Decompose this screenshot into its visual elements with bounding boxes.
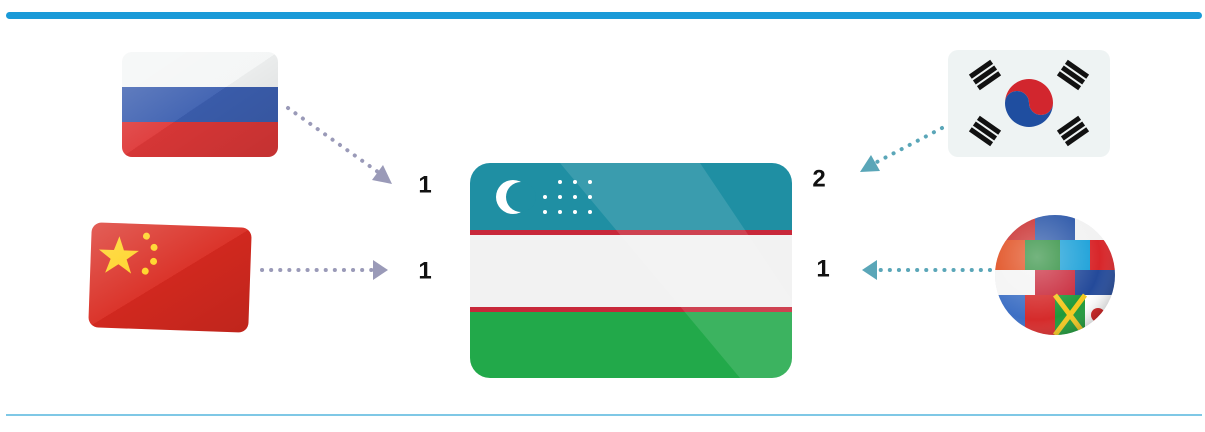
arrow-globe (862, 260, 990, 280)
china-flag (88, 222, 252, 333)
diagram: 1 1 2 1 (0, 0, 1205, 432)
arrow-korea (860, 128, 942, 172)
edge-label: 2 (812, 165, 825, 192)
top-bar (6, 12, 1202, 19)
edge-label: 1 (418, 171, 431, 198)
bottom-line (6, 414, 1202, 416)
arrow-russia (288, 108, 392, 184)
korea-flag (948, 50, 1110, 157)
edge-label: 1 (816, 255, 829, 282)
russia-flag (122, 52, 278, 157)
uzbekistan-flag (470, 163, 792, 378)
flags-globe (995, 215, 1115, 335)
arrow-china (262, 260, 388, 280)
edge-label: 1 (418, 257, 431, 284)
page: 1 1 2 1 (() => { const data = JSON.parse… (0, 0, 1205, 432)
